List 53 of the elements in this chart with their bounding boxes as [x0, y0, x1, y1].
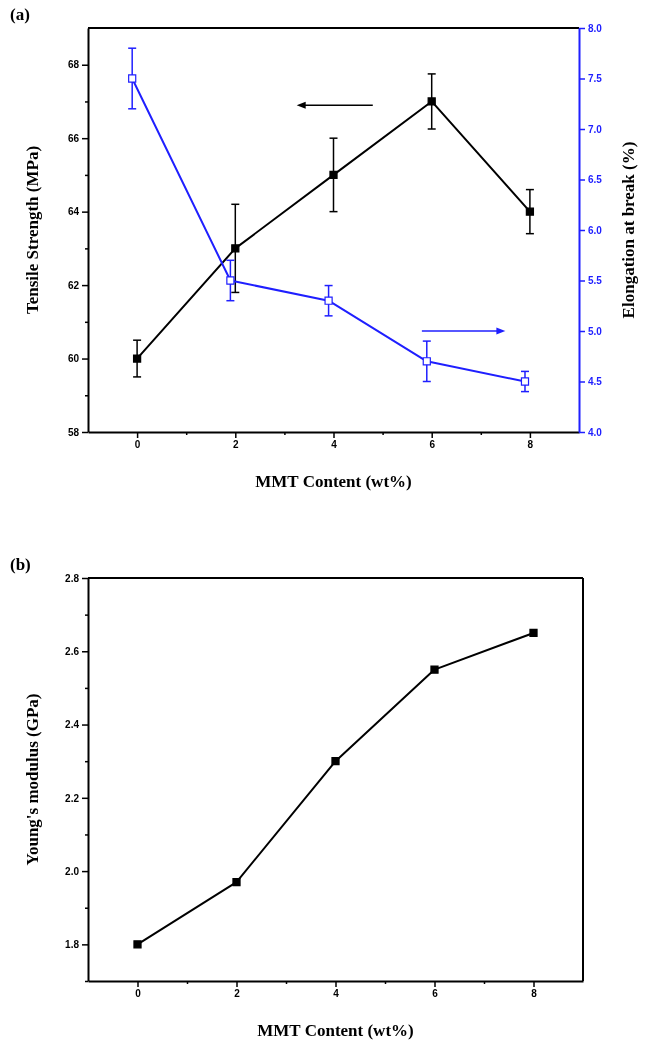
- point: [324, 296, 333, 305]
- point: [231, 244, 240, 253]
- y2-tick-label: 4.5: [588, 376, 603, 388]
- y2-tick-label: 5.0: [588, 325, 603, 337]
- x-tick-label: 4: [331, 439, 338, 451]
- point: [430, 665, 439, 674]
- y-tick-label: 64: [67, 206, 80, 218]
- y-tick-label: 1.8: [65, 939, 80, 951]
- point: [427, 97, 436, 106]
- y2-tick-label: 7.5: [588, 73, 603, 85]
- y-tick-label: 2.2: [65, 792, 80, 804]
- point: [331, 757, 340, 766]
- point: [329, 170, 338, 180]
- x-tick-label: 4: [333, 988, 340, 1000]
- point: [422, 357, 431, 366]
- point: [529, 628, 538, 638]
- chart-title: (a): [10, 5, 30, 24]
- point: [226, 276, 235, 285]
- y-tick-label: 2.8: [65, 572, 80, 584]
- y2-tick-label: 8.0: [588, 22, 603, 34]
- x-axis-title: MMT Content (wt%): [255, 472, 412, 491]
- y2-tick-label: 5.5: [588, 275, 603, 287]
- x-tick-label: 0: [135, 988, 142, 1000]
- x-tick-label: 8: [531, 988, 538, 1000]
- y-tick-label: 60: [67, 353, 80, 365]
- x-axis-title: MMT Content (wt%): [257, 1021, 414, 1040]
- y2-tick-label: 6.0: [588, 224, 603, 236]
- y-tick-label: 62: [67, 279, 80, 291]
- point: [520, 377, 530, 386]
- point: [232, 877, 241, 887]
- y2-tick-label: 4.0: [588, 426, 603, 438]
- x-tick-label: 0: [134, 439, 141, 451]
- y-tick-label: 68: [67, 59, 80, 71]
- x-tick-label: 8: [527, 439, 534, 451]
- y-tick-label: 2.6: [65, 645, 80, 657]
- x-tick-label: 2: [233, 439, 240, 451]
- chart-title: (b): [10, 555, 31, 574]
- point: [128, 74, 137, 83]
- y-tick-label: 2.4: [65, 719, 80, 731]
- point: [133, 940, 142, 949]
- y-tick-label: 2.0: [65, 865, 80, 877]
- y2-tick-label: 7.0: [588, 123, 603, 135]
- x-tick-label: 2: [234, 988, 241, 1000]
- x-tick-label: 6: [432, 988, 439, 1000]
- y-axis-title: Young's modulus (GPa): [23, 693, 42, 866]
- x-tick-label: 6: [429, 439, 436, 451]
- y-tick-label: 58: [67, 426, 80, 438]
- point: [132, 354, 142, 363]
- y2-tick-label: 6.5: [588, 174, 603, 186]
- y-axis-title: Tensile Strength (MPa): [23, 145, 42, 315]
- y-tick-label: 66: [67, 132, 80, 144]
- point: [525, 207, 535, 216]
- y2-axis-title: Elongation at break (%): [619, 141, 638, 319]
